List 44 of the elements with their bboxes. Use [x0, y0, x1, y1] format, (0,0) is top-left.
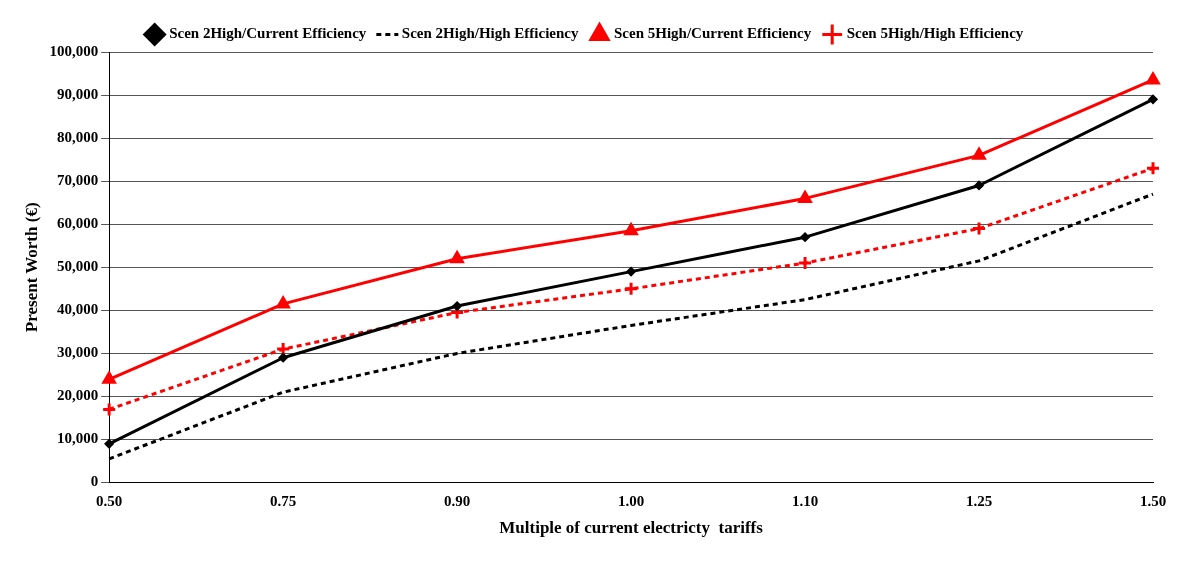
- point: [1146, 72, 1160, 85]
- y-tick-label: 60,000: [56, 215, 99, 232]
- point: [101, 401, 117, 417]
- point: [450, 251, 464, 264]
- y-tick-label: 0: [90, 473, 99, 490]
- x-axis-title: Multiple of current electricty tariffs: [499, 518, 764, 538]
- point: [626, 267, 636, 277]
- x-tick-label: 0.50: [96, 493, 123, 510]
- point: [278, 353, 288, 363]
- x-tick-label: 0.90: [443, 493, 471, 510]
- x-tick-label: 1.50: [1139, 493, 1167, 510]
- y-axis-title: Present Worth (€): [21, 202, 41, 333]
- point: [800, 232, 810, 242]
- point: [972, 147, 986, 160]
- y-tick-label: 40,000: [56, 301, 99, 318]
- point: [797, 255, 813, 271]
- legend-label: Scen 2High/High Efficiency: [401, 25, 579, 42]
- point: [104, 439, 114, 449]
- y-tick-label: 70,000: [56, 172, 99, 189]
- point: [623, 281, 639, 297]
- y-tick-label: 30,000: [56, 344, 99, 361]
- y-tick-label: 10,000: [56, 430, 99, 447]
- point: [275, 341, 291, 357]
- point: [798, 190, 812, 203]
- x-tick-label: 1.25: [965, 493, 993, 510]
- y-tick-label: 50,000: [56, 258, 99, 275]
- y-tick-label: 100,000: [49, 42, 99, 59]
- legend-label: Scen 2High/Current Efficiency: [169, 25, 367, 42]
- y-tick-label: 80,000: [56, 128, 99, 145]
- point: [276, 296, 290, 309]
- legend-label: Scen 5High/High Efficiency: [846, 25, 1024, 42]
- x-tick-label: 0.75: [270, 493, 297, 510]
- point: [102, 371, 116, 384]
- y-tick-label: 20,000: [56, 387, 99, 404]
- x-tick-label: 1.00: [617, 493, 645, 510]
- point: [971, 221, 987, 237]
- point: [452, 301, 462, 311]
- point: [624, 223, 638, 236]
- legend-label: Scen 5High/Current Efficiency: [614, 25, 812, 42]
- y-tick-label: 90,000: [56, 85, 99, 102]
- point: [1148, 94, 1158, 104]
- point: [1145, 160, 1161, 176]
- point: [974, 180, 984, 190]
- x-tick-label: 1.10: [791, 493, 819, 510]
